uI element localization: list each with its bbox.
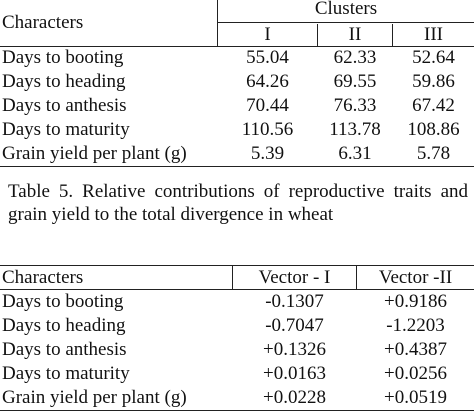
row-value: 5.39 bbox=[250, 143, 285, 164]
table-row: Grain yield per plant (g) +0.0228 +0.051… bbox=[0, 387, 474, 409]
row-value: 52.64 bbox=[412, 47, 455, 68]
table-row: Grain yield per plant (g) 5.39 6.31 5.78 bbox=[0, 143, 474, 165]
row-value: 110.56 bbox=[241, 119, 294, 140]
row-label: Days to booting bbox=[2, 47, 124, 68]
row-label: Days to heading bbox=[2, 315, 126, 336]
table4-clusters-underline bbox=[218, 22, 474, 23]
table-row: Days to maturity 110.56 113.78 108.86 bbox=[0, 119, 474, 141]
row-value: 108.86 bbox=[407, 119, 460, 140]
table4-header-cluster-2: II bbox=[348, 24, 362, 45]
row-label: Days to booting bbox=[2, 291, 124, 312]
row-value: +0.9186 bbox=[384, 291, 447, 312]
table4-bottom-rule bbox=[0, 166, 474, 167]
table-row: Days to heading -0.7047 -1.2203 bbox=[0, 315, 474, 337]
row-value: 113.78 bbox=[329, 119, 381, 140]
row-value: -1.2203 bbox=[386, 315, 445, 336]
row-value: 62.33 bbox=[333, 47, 377, 68]
table5-col-divider-2 bbox=[356, 265, 357, 289]
row-value: 5.78 bbox=[416, 143, 451, 164]
table4-header-clusters: Clusters bbox=[314, 0, 378, 19]
row-value: +0.0256 bbox=[384, 363, 447, 384]
table4-header-cluster-1: I bbox=[264, 24, 271, 45]
row-label: Days to maturity bbox=[2, 119, 130, 140]
row-value: 59.86 bbox=[412, 71, 455, 92]
table5-col-divider-1 bbox=[232, 265, 233, 289]
table5-top-rule bbox=[0, 265, 474, 266]
row-value: +0.0519 bbox=[384, 387, 447, 408]
row-value: 76.33 bbox=[333, 95, 377, 116]
table5-header-characters: Characters bbox=[2, 267, 84, 288]
row-label: Grain yield per plant (g) bbox=[2, 387, 187, 408]
table4-header-cluster-3: III bbox=[424, 24, 443, 45]
row-label: Days to maturity bbox=[2, 363, 130, 384]
table-row: Days to anthesis +0.1326 +0.4387 bbox=[0, 339, 474, 361]
row-value: +0.0228 bbox=[263, 387, 326, 408]
row-value: 67.42 bbox=[412, 95, 455, 116]
row-value: +0.1326 bbox=[263, 339, 326, 360]
table4-header-characters: Characters bbox=[2, 12, 84, 33]
row-label: Days to heading bbox=[2, 71, 126, 92]
table-row: Days to anthesis 70.44 76.33 67.42 bbox=[0, 95, 474, 117]
row-label: Days to anthesis bbox=[2, 95, 127, 116]
row-value: -0.7047 bbox=[265, 315, 324, 336]
row-value: 69.55 bbox=[333, 71, 377, 92]
row-value: 70.44 bbox=[246, 95, 289, 116]
table5-header-vector-1: Vector - I bbox=[258, 267, 331, 288]
row-value: 55.04 bbox=[246, 47, 289, 68]
table4-subcol-divider-1 bbox=[317, 24, 318, 46]
row-value: +0.4387 bbox=[384, 339, 447, 360]
row-value: +0.0163 bbox=[263, 363, 326, 384]
row-label: Days to anthesis bbox=[2, 339, 127, 360]
row-label: Grain yield per plant (g) bbox=[2, 143, 187, 164]
table4-subcol-divider-2 bbox=[392, 24, 393, 46]
row-value: 64.26 bbox=[246, 71, 289, 92]
table-row: Days to maturity +0.0163 +0.0256 bbox=[0, 363, 474, 385]
row-value: 6.31 bbox=[338, 143, 372, 164]
table-row: Days to booting -0.1307 +0.9186 bbox=[0, 291, 474, 313]
table4-header-rule bbox=[0, 46, 474, 47]
table5-header-vector-2: Vector -II bbox=[378, 267, 453, 288]
table5-header-rule bbox=[0, 289, 474, 290]
table-row: Days to heading 64.26 69.55 59.86 bbox=[0, 71, 474, 93]
table-row: Days to booting 55.04 62.33 52.64 bbox=[0, 47, 474, 69]
table5-caption: Table 5. Relative contributions of repro… bbox=[8, 181, 468, 225]
table4-col-divider bbox=[217, 0, 218, 46]
row-value: -0.1307 bbox=[265, 291, 324, 312]
